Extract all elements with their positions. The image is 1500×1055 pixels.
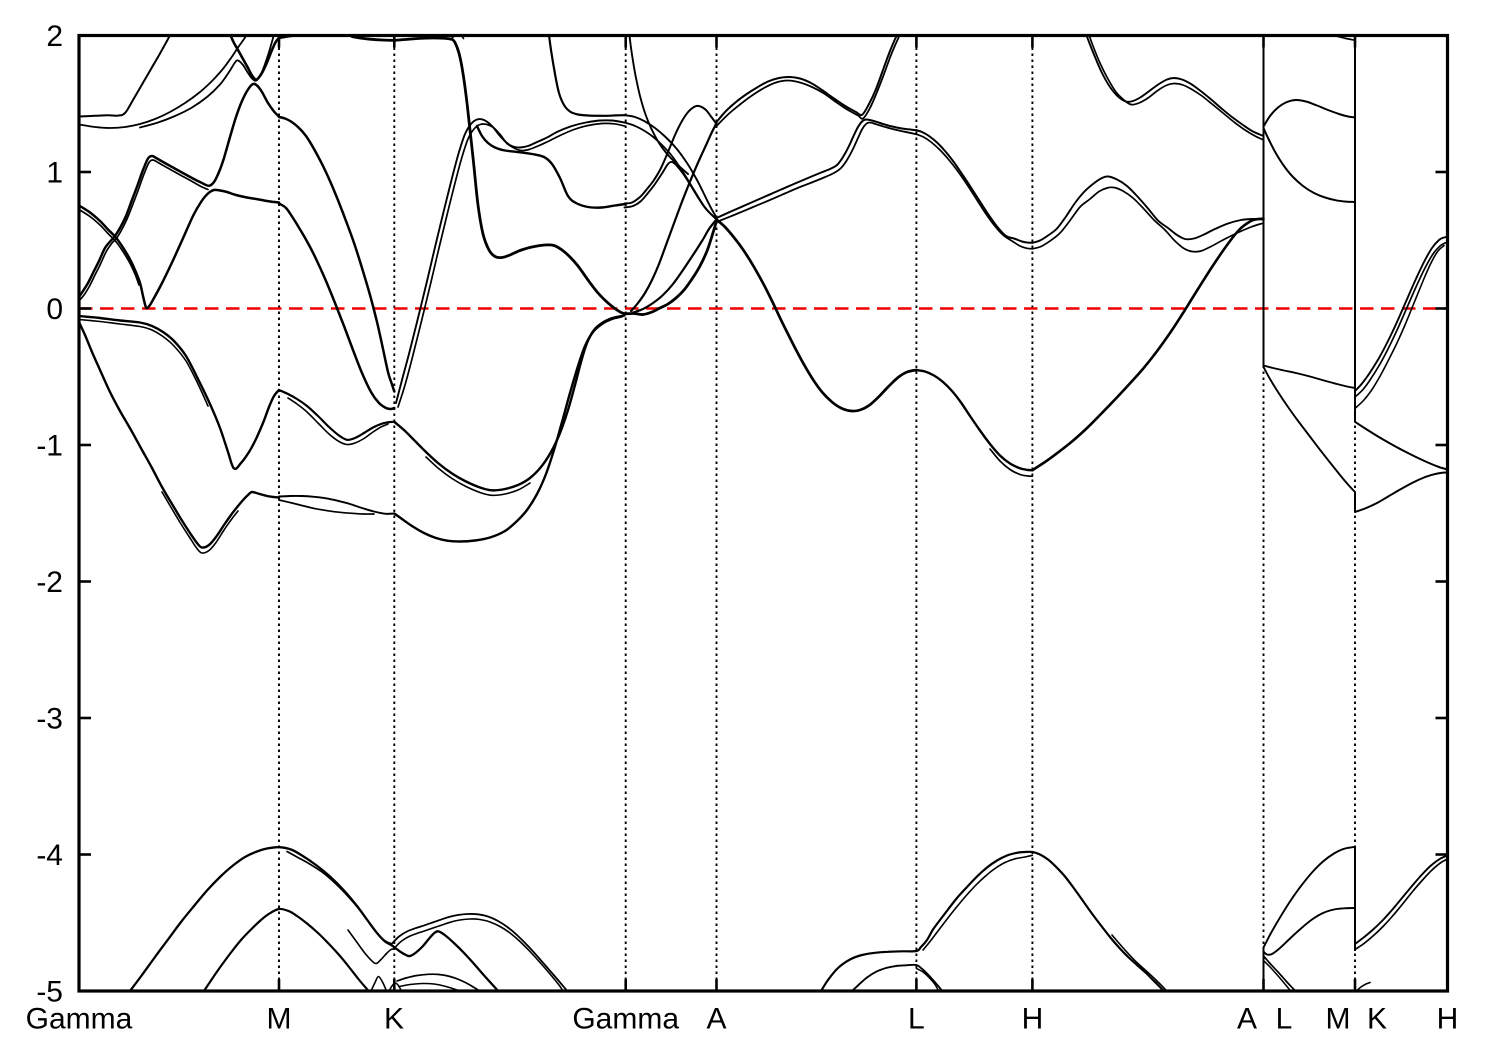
svg-text:Gamma: Gamma: [572, 1003, 679, 1036]
svg-text:L: L: [1276, 1003, 1293, 1036]
svg-text:A: A: [1237, 1003, 1257, 1036]
svg-text:K: K: [384, 1003, 404, 1036]
svg-text:-3: -3: [36, 703, 63, 736]
svg-text:0: 0: [46, 293, 63, 326]
svg-text:-4: -4: [36, 839, 63, 872]
svg-text:H: H: [1022, 1003, 1044, 1036]
svg-text:Gamma: Gamma: [26, 1003, 133, 1036]
svg-text:2: 2: [46, 20, 63, 53]
svg-text:-2: -2: [36, 566, 63, 599]
svg-text:K: K: [1367, 1003, 1387, 1036]
svg-text:A: A: [706, 1003, 726, 1036]
svg-text:1: 1: [46, 157, 63, 190]
svg-text:L: L: [908, 1003, 925, 1036]
svg-text:-1: -1: [36, 430, 63, 463]
svg-text:M: M: [267, 1003, 292, 1036]
svg-text:H: H: [1437, 1003, 1459, 1036]
svg-text:M: M: [1326, 1003, 1351, 1036]
svg-text:-5: -5: [36, 976, 63, 1009]
